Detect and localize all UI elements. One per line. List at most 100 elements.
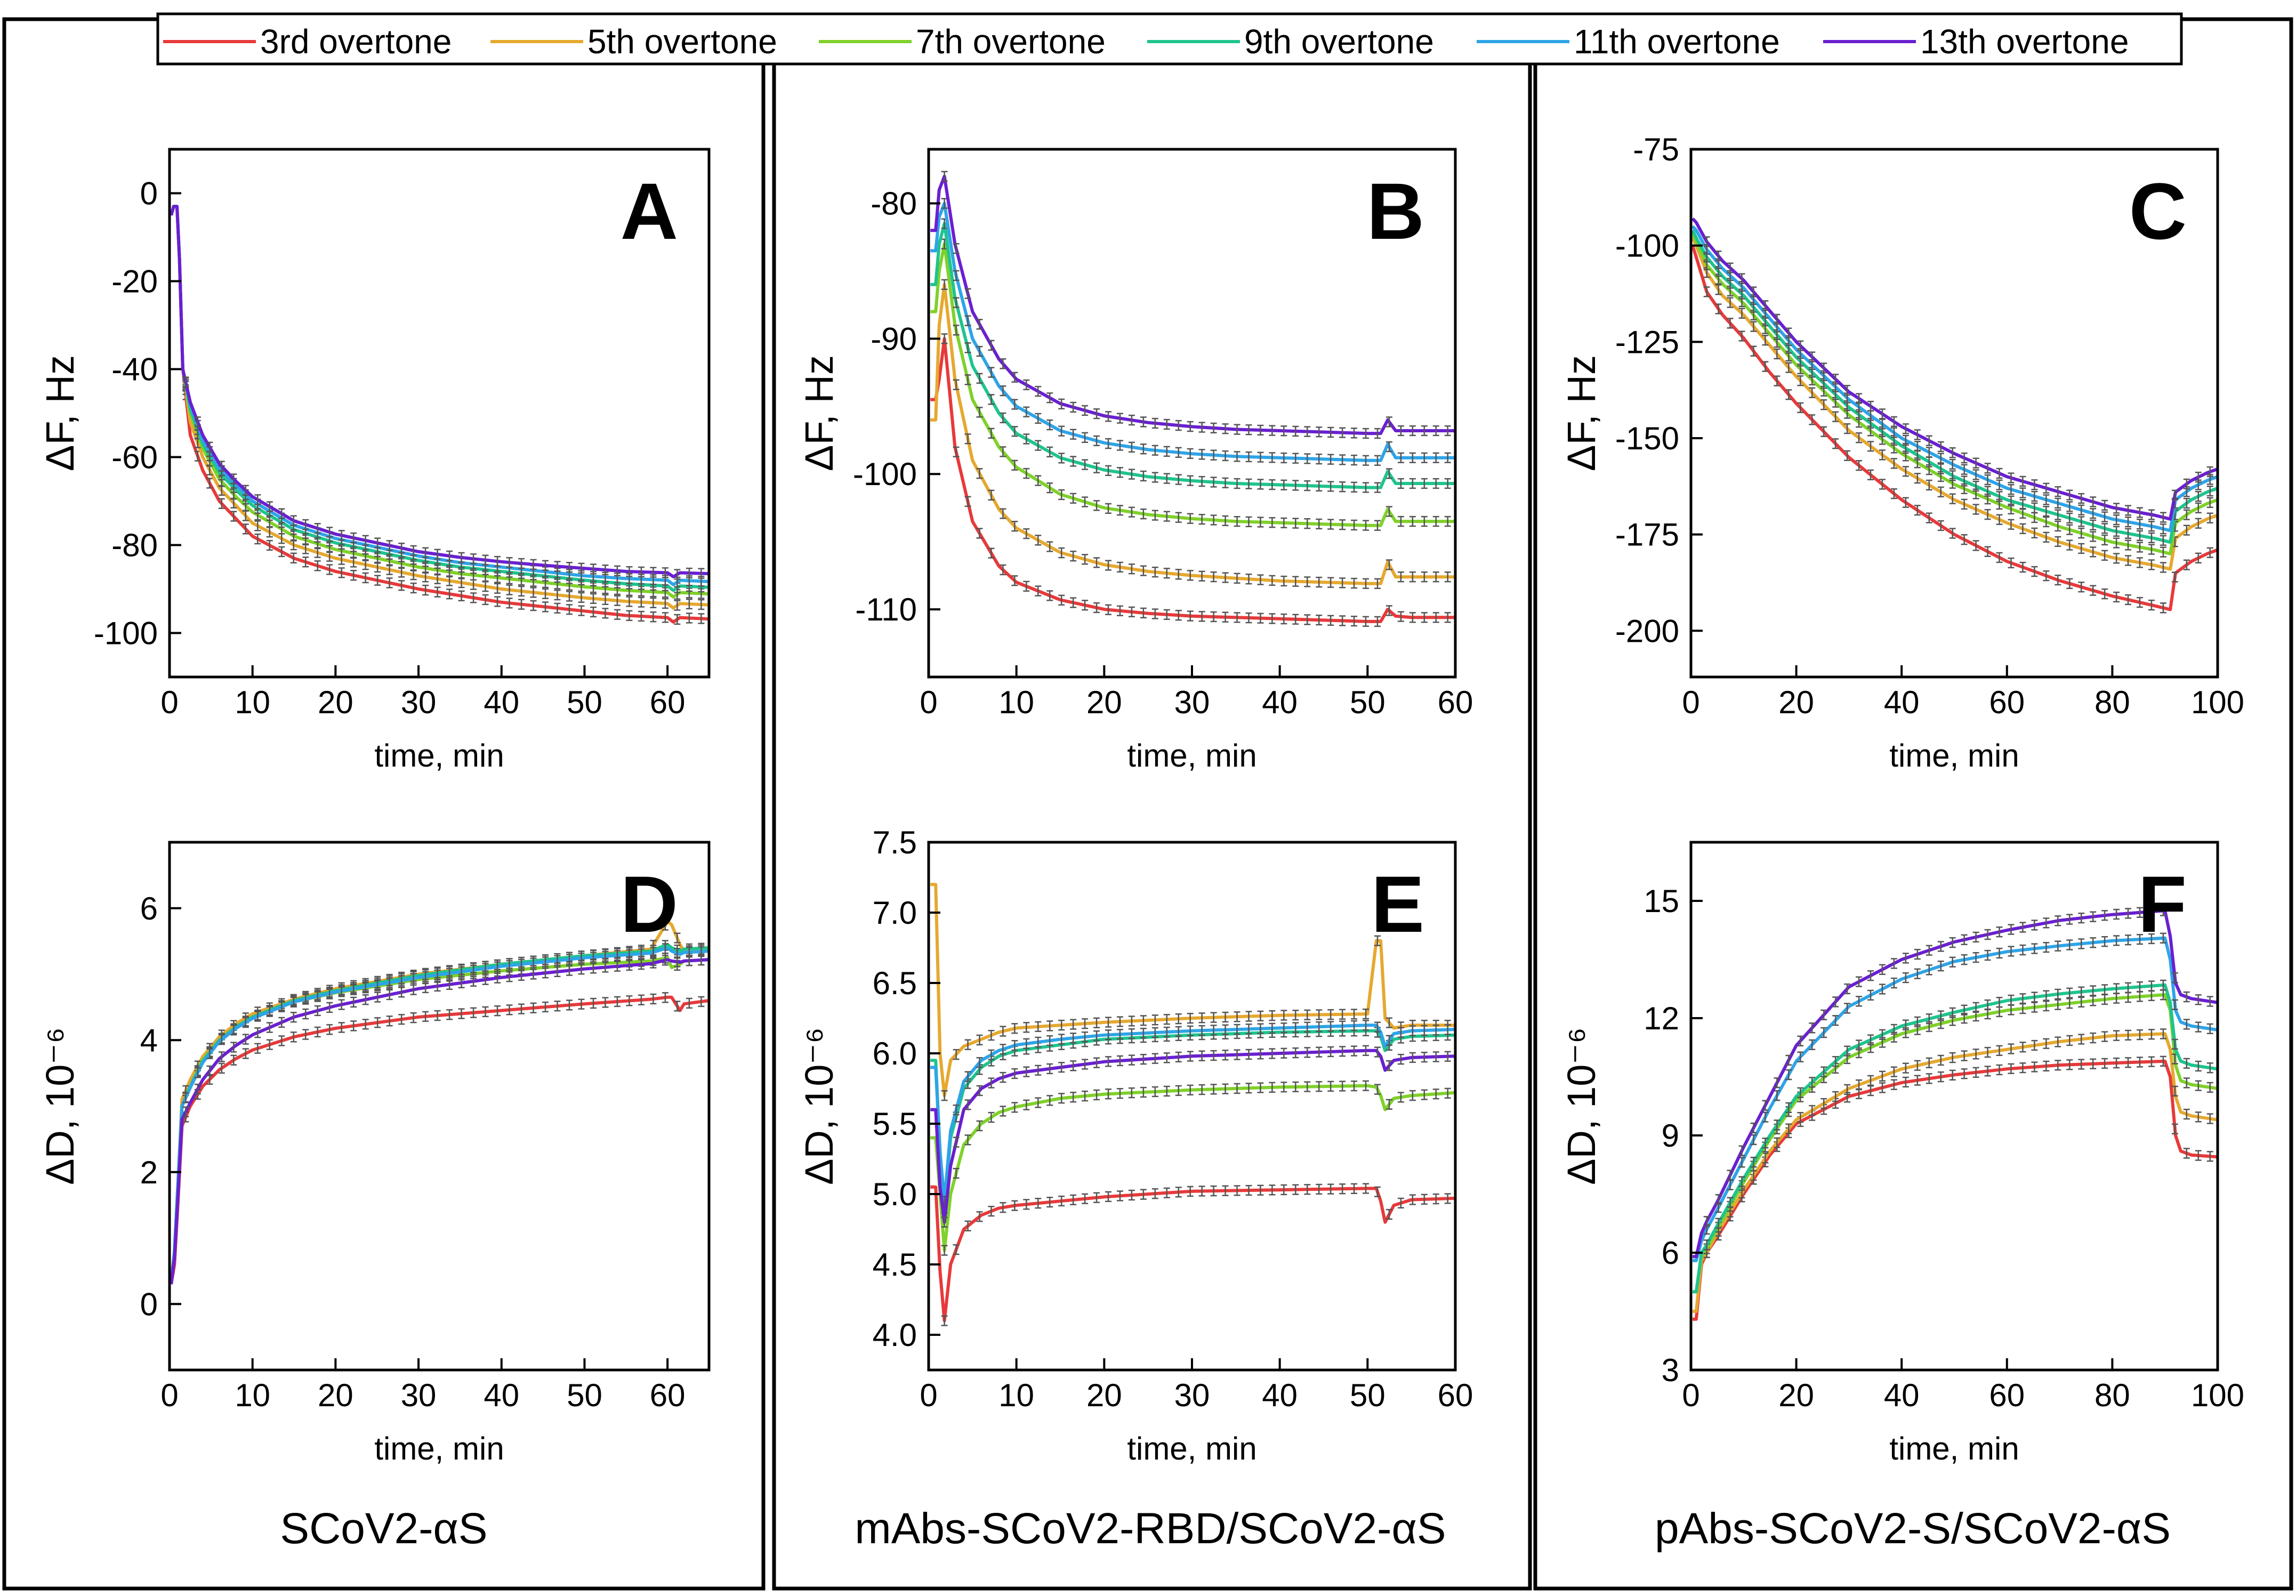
- error-bar-E-6: [941, 1216, 948, 1228]
- error-bar-F-4: [1738, 1176, 1745, 1187]
- error-bar-C-6: [1774, 313, 1781, 325]
- error-bar-F-6: [2101, 910, 2108, 921]
- error-bar-B-1: [1128, 606, 1135, 618]
- error-bar-C-1: [2113, 591, 2120, 603]
- error-bar-B-2: [1351, 577, 1358, 589]
- error-bar-A-2: [650, 597, 657, 608]
- error-bar-C-2: [2160, 562, 2166, 573]
- error-bar-C-6: [2206, 466, 2213, 478]
- error-bar-A-2: [542, 588, 549, 599]
- error-bar-A-6: [362, 535, 369, 546]
- series-line-C-3: [1691, 233, 2219, 555]
- series-line-E-6: [930, 1049, 1456, 1224]
- error-bar-B-3: [1187, 513, 1194, 524]
- error-bar-B-6: [988, 340, 995, 351]
- error-bar-E-3: [1245, 1083, 1252, 1094]
- error-bar-C-3: [2137, 542, 2143, 553]
- error-bar-D-5: [194, 1067, 201, 1078]
- error-bar-B-1: [1198, 611, 1205, 622]
- plot-frame-D: [168, 841, 711, 1372]
- error-bar-D-5: [422, 971, 429, 982]
- error-bars-F-1: [1703, 1055, 2213, 1259]
- caption-column-1: SCoV2-αS: [280, 1504, 487, 1553]
- error-bar-F-6: [1937, 941, 1944, 952]
- x-tick-label-D: 50: [567, 1377, 602, 1413]
- error-bar-B-5: [964, 315, 971, 326]
- error-bars-B-1: [941, 333, 1451, 627]
- error-bar-F-4: [1844, 1045, 1851, 1057]
- error-bar-B-4: [1070, 456, 1077, 467]
- x-tick-label-B: 0: [920, 684, 937, 720]
- error-bar-D-1: [374, 1017, 381, 1028]
- error-bar-E-5: [1187, 1025, 1194, 1037]
- error-bar-C-1: [2195, 552, 2202, 563]
- error-bar-C-1: [2008, 557, 2015, 569]
- error-bar-B-3: [988, 428, 995, 439]
- error-bar-B-4: [1198, 475, 1205, 487]
- error-bar-F-2: [1809, 1105, 1816, 1116]
- error-bar-F-5: [2113, 935, 2120, 946]
- error-bar-C-4: [1949, 470, 1956, 481]
- error-bar-B-5: [1035, 413, 1042, 424]
- error-bar-D-5: [590, 952, 597, 963]
- error-bar-D-1: [506, 1004, 513, 1015]
- error-bar-C-4: [2195, 491, 2202, 502]
- error-bar-D-5: [290, 996, 297, 1007]
- error-bar-E-6: [1292, 1047, 1299, 1059]
- error-bar-C-5: [2019, 487, 2026, 498]
- error-bar-C-4: [2160, 535, 2166, 546]
- error-bar-E-2: [1327, 1009, 1334, 1020]
- error-bar-E-3: [1432, 1089, 1439, 1100]
- error-bar-B-5: [1082, 432, 1089, 443]
- error-bar-B-1: [941, 333, 948, 344]
- error-bar-A-1: [350, 570, 357, 581]
- error-bar-D-5: [626, 949, 633, 960]
- error-bar-E-6: [1198, 1050, 1205, 1061]
- error-bar-D-5: [638, 948, 645, 960]
- error-bar-C-6: [2148, 509, 2155, 520]
- panel-letter-D: D: [621, 859, 678, 949]
- error-bar-C-1: [1961, 534, 1968, 545]
- error-bar-F-3: [2206, 1082, 2213, 1093]
- error-bar-E-6: [1432, 1051, 1439, 1062]
- error-bar-C-4: [2078, 516, 2085, 527]
- error-bars-B-6: [941, 171, 1451, 439]
- error-bar-B-1: [964, 496, 971, 507]
- x-tick-label-E: 40: [1262, 1377, 1298, 1413]
- error-bar-E-3: [1292, 1081, 1299, 1093]
- series-line-A-5: [170, 205, 710, 586]
- error-bar-A-1: [470, 592, 477, 603]
- error-bar-A-2: [602, 594, 609, 605]
- error-bar-E-6: [1175, 1051, 1182, 1063]
- error-bar-D-6: [434, 980, 441, 992]
- error-bar-A-6: [674, 569, 681, 580]
- error-bar-F-2: [1820, 1098, 1827, 1109]
- error-bars-B-5: [941, 198, 1451, 466]
- error-bar-C-1: [2043, 570, 2050, 582]
- error-bars-B-4: [941, 218, 1451, 493]
- error-bar-B-2: [1105, 560, 1112, 571]
- error-bars-C-5: [1703, 244, 2213, 535]
- series-line-B-3: [930, 242, 1455, 527]
- error-bar-E-1: [1421, 1194, 1428, 1205]
- error-bar-E-5: [1397, 1027, 1404, 1038]
- error-bar-A-2: [518, 585, 525, 597]
- error-bar-B-3: [1058, 489, 1065, 501]
- error-bar-C-5: [2137, 518, 2143, 530]
- error-bar-C-5: [2008, 484, 2015, 495]
- x-tick-label-F: 40: [1884, 1377, 1920, 1413]
- error-bar-A-1: [398, 580, 405, 591]
- error-bar-E-6: [1234, 1049, 1240, 1060]
- error-bar-E-6: [1046, 1063, 1053, 1075]
- error-bar-E-3: [1397, 1092, 1404, 1103]
- error-bar-D-5: [662, 943, 668, 954]
- error-bar-C-5: [1961, 464, 1968, 475]
- error-bar-C-2: [1867, 441, 1874, 452]
- error-bar-E-1: [1116, 1190, 1123, 1202]
- error-bar-A-6: [182, 376, 189, 388]
- error-bar-E-6: [1140, 1053, 1147, 1065]
- error-bar-B-6: [1163, 418, 1170, 430]
- error-bar-D-5: [326, 988, 333, 999]
- error-bar-C-3: [2078, 527, 2085, 539]
- error-bar-E-3: [988, 1111, 995, 1123]
